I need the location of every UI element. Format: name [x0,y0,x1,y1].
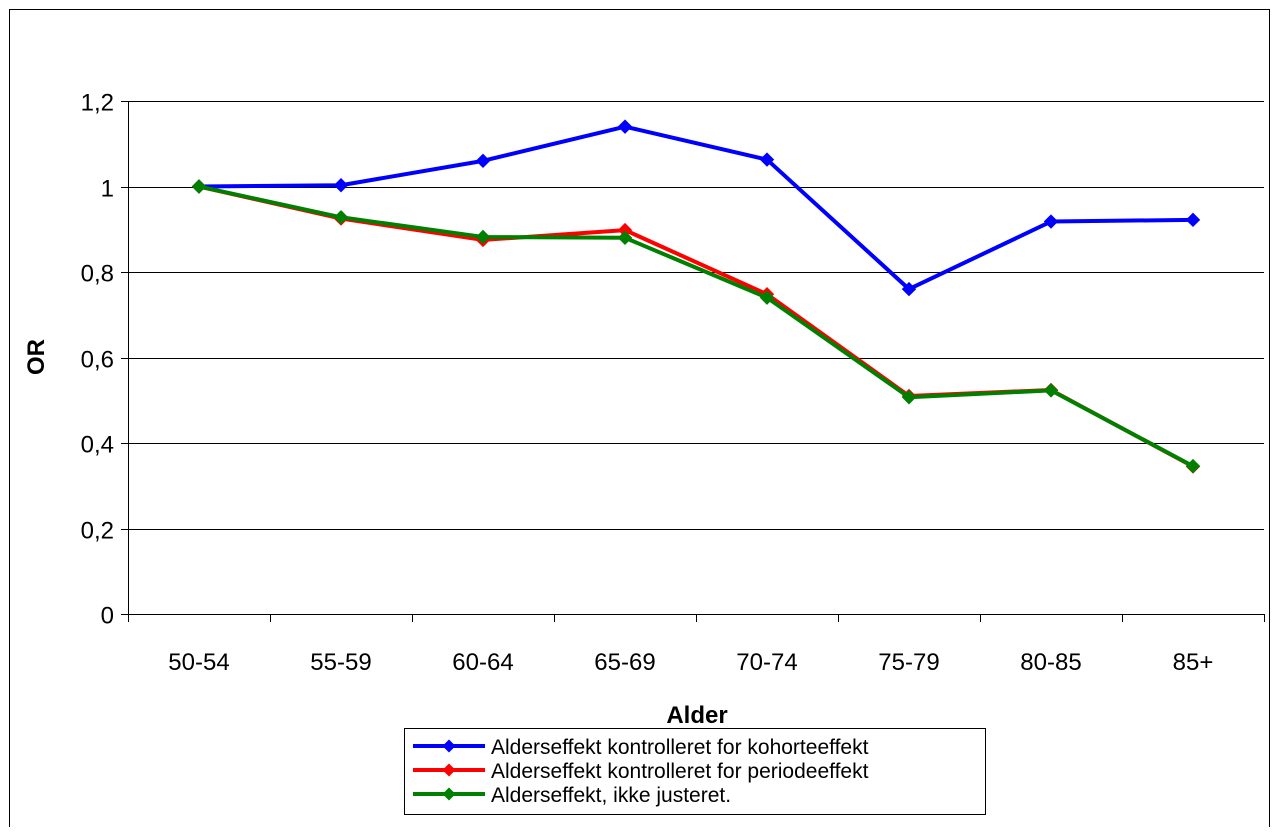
x-tick-label: 65-69 [594,649,655,676]
x-tick-label: 80-85 [1020,649,1081,676]
data-point [1043,383,1059,398]
y-tick-label: 0 [101,603,114,630]
data-point [191,179,207,194]
chart-frame [9,9,1270,832]
data-point [759,290,775,305]
legend-label: Alderseffekt kontrolleret for periodeeff… [491,760,869,783]
y-tick-label: 0,8 [81,261,114,288]
legend-box [404,728,986,815]
data-point [759,152,775,167]
series-lines [191,119,1201,474]
x-tick-label: 85+ [1173,649,1214,676]
data-point [333,210,349,225]
x-tick-label: 55-59 [310,649,371,676]
data-point [475,229,491,245]
x-tick-label: 50-54 [168,649,229,676]
data-point [901,390,917,405]
legend-swatch-marker [442,763,456,777]
series-1 [191,119,1201,297]
x-tick-label: 70-74 [736,649,797,676]
data-point [1043,214,1059,229]
legend-item: Alderseffekt kontrolleret for kohorteeff… [413,736,869,759]
legend-label: Alderseffekt kontrolleret for kohorteeff… [491,736,869,759]
grid-lines [128,101,1264,530]
data-point [617,230,633,246]
data-point [1185,212,1201,228]
data-point [901,281,917,297]
series-line [198,124,1194,292]
legend-item: Alderseffekt, ikke justeret. [413,784,731,807]
data-point [333,178,349,193]
data-point [475,153,491,169]
axes: 0 0,2 0,4 0,6 0,8 1 1,2 50-54 55-59 60-64 65-69 70-… [81,90,1265,676]
data-point [1185,458,1201,474]
legend-label: Alderseffekt, ikke justeret. [491,784,731,807]
x-axis-title: Alder [666,702,727,729]
legend-item: Alderseffekt kontrolleret for periodeeff… [413,760,869,783]
y-tick-label: 0,6 [81,347,114,374]
legend-swatch-marker [442,787,456,801]
x-tick-label: 60-64 [452,649,513,676]
y-tick-label: 1 [101,176,114,203]
legend-swatch-marker [442,739,456,753]
y-tick-label: 1,2 [81,90,114,117]
legend: Alderseffekt kontrolleret for kohorteeff… [404,728,986,815]
series-line [198,184,1194,468]
y-axis-title: OR [23,339,50,375]
y-tick-label: 0,4 [81,432,114,459]
y-tick-label: 0,2 [81,518,114,545]
series-3 [191,179,1201,474]
data-point [617,119,633,134]
x-tick-label: 75-79 [878,649,939,676]
